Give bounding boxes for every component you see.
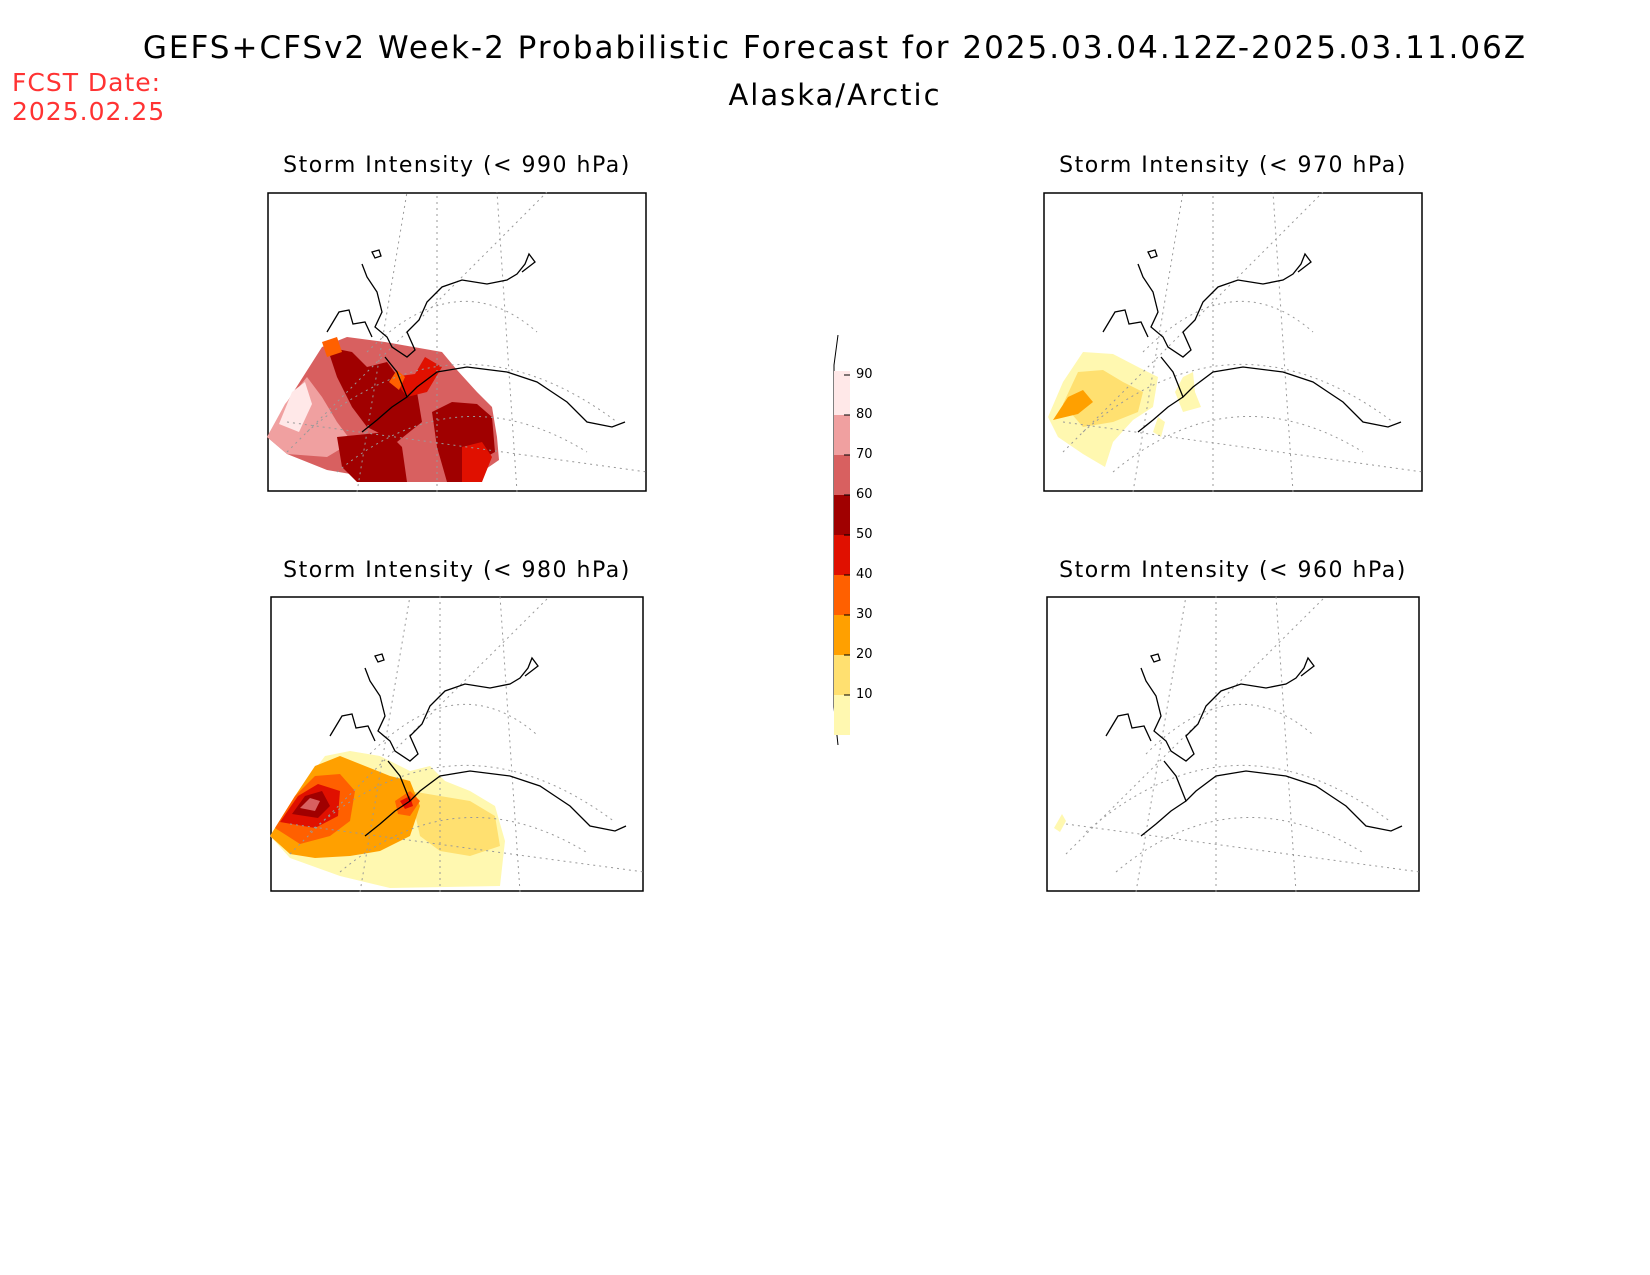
legend-label-90: 90 xyxy=(856,367,873,382)
forecast-date-label: FCST Date: xyxy=(12,68,162,97)
coastline xyxy=(329,653,627,837)
probability-shading xyxy=(1048,352,1201,467)
legend-label-40: 40 xyxy=(856,567,873,582)
map-gridlines xyxy=(1065,596,1420,892)
legend-swatch-20 xyxy=(834,655,850,695)
legend-swatch-80 xyxy=(834,415,850,455)
map-panel-980 xyxy=(270,596,644,892)
legend-colorbar xyxy=(833,334,850,746)
forecast-date-value: 2025.02.25 xyxy=(12,97,166,126)
panel-title-960: Storm Intensity (< 960 hPa) xyxy=(1059,558,1407,583)
panel-title-990: Storm Intensity (< 990 hPa) xyxy=(283,153,631,178)
legend-label-70: 70 xyxy=(856,447,873,462)
coastline xyxy=(326,249,626,433)
legend-swatch-70 xyxy=(834,455,850,495)
probability-shading xyxy=(267,337,499,482)
legend-label-30: 30 xyxy=(856,607,873,622)
map-panel-960 xyxy=(1046,596,1420,892)
page-subtitle: Alaska/Arctic xyxy=(728,78,942,112)
map-panel-990 xyxy=(267,192,647,492)
legend-label-20: 20 xyxy=(856,647,873,662)
legend-swatch-90 xyxy=(834,371,850,415)
legend-swatch-50 xyxy=(834,535,850,575)
probability-shading xyxy=(270,751,505,888)
panel-title-980: Storm Intensity (< 980 hPa) xyxy=(283,558,631,583)
panel-title-970: Storm Intensity (< 970 hPa) xyxy=(1059,153,1407,178)
legend-label-10: 10 xyxy=(856,687,873,702)
legend-label-80: 80 xyxy=(856,407,873,422)
map-gridlines xyxy=(286,192,647,492)
legend-label-60: 60 xyxy=(856,487,873,502)
legend-swatch-40 xyxy=(834,575,850,615)
legend-label-50: 50 xyxy=(856,527,873,542)
probability-shading xyxy=(1054,814,1066,832)
map-gridlines xyxy=(1062,192,1423,492)
page-title: GEFS+CFSv2 Week-2 Probabilistic Forecast… xyxy=(142,30,1528,66)
legend-swatch-60 xyxy=(834,495,850,535)
legend-swatch-10 xyxy=(834,695,850,735)
coastline xyxy=(1102,249,1402,433)
legend-swatch-30 xyxy=(834,615,850,655)
coastline xyxy=(1105,653,1403,837)
map-gridlines xyxy=(289,596,644,892)
forecast-date: FCST Date: 2025.02.25 xyxy=(12,68,165,126)
map-panel-970 xyxy=(1043,192,1423,492)
color-legend: 90 80 70 60 50 40 30 20 10 xyxy=(820,334,900,746)
